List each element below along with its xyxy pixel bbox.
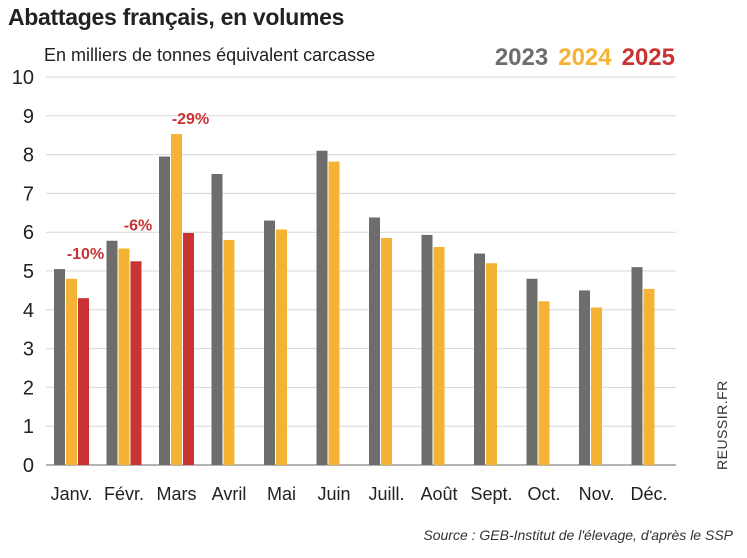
y-tick-label: 2 bbox=[23, 377, 34, 399]
x-category-label: Juin bbox=[317, 484, 350, 504]
bar-2023-mai bbox=[264, 220, 275, 465]
annotation-fevr: -6% bbox=[124, 218, 152, 235]
bar-2023-aout bbox=[421, 234, 433, 465]
y-tick-label: 5 bbox=[23, 261, 34, 283]
bar-2023-juin bbox=[316, 150, 328, 465]
y-tick-label: 10 bbox=[12, 67, 34, 89]
credit-watermark: REUSSIR.FR bbox=[714, 380, 730, 470]
bar-2023-dec bbox=[631, 267, 643, 465]
bar-2023-mars bbox=[159, 156, 170, 466]
bar-2024-juill bbox=[381, 238, 392, 465]
legend: 2023 2024 2025 bbox=[495, 44, 675, 72]
x-category-label: Oct. bbox=[527, 484, 560, 504]
x-category-label: Avril bbox=[212, 484, 247, 504]
x-category-label: Juill. bbox=[368, 484, 404, 504]
y-tick-label: 8 bbox=[23, 145, 34, 167]
annotation-mars: -29% bbox=[172, 111, 209, 128]
y-tick-label: 9 bbox=[23, 106, 34, 128]
y-axis-ticks: 0 1 2 3 4 5 6 7 8 9 10 bbox=[12, 67, 34, 477]
bar-2024-oct bbox=[538, 301, 550, 465]
bar-2024-mai bbox=[276, 229, 287, 465]
bar-2025-mars bbox=[183, 232, 194, 465]
bar-2023-juill bbox=[369, 217, 380, 465]
annotations: -10% -6% -29% bbox=[67, 111, 209, 263]
y-tick-label: 1 bbox=[23, 416, 34, 438]
chart-subtitle: En milliers de tonnes équivalent carcass… bbox=[44, 45, 376, 65]
bar-2024-avril bbox=[223, 239, 235, 465]
bar-2023-nov bbox=[579, 290, 590, 465]
bar-2024-nov bbox=[591, 307, 602, 465]
x-category-label: Août bbox=[420, 484, 457, 504]
source-note: Source : GEB-Institut de l'élevage, d'ap… bbox=[423, 527, 733, 543]
bar-2023-sept bbox=[474, 253, 485, 465]
legend-2023: 2023 bbox=[494, 44, 549, 71]
bar-2025-janv bbox=[78, 298, 89, 465]
legend-2025: 2025 bbox=[621, 44, 675, 71]
bar-2024-mars bbox=[171, 134, 182, 465]
y-tick-label: 7 bbox=[23, 183, 34, 205]
gridlines bbox=[46, 76, 676, 466]
legend-2024: 2024 bbox=[558, 44, 612, 71]
bar-2024-fevr bbox=[118, 248, 130, 465]
bar-2023-fevr bbox=[106, 240, 118, 465]
x-category-label: Sept. bbox=[470, 484, 512, 504]
chart-title: Abattages français, en volumes bbox=[8, 4, 345, 30]
y-tick-label: 0 bbox=[23, 455, 34, 477]
y-tick-label: 4 bbox=[23, 300, 34, 322]
x-category-label: Mars bbox=[157, 484, 197, 504]
bar-2023-avril bbox=[211, 174, 223, 465]
x-category-label: Janv. bbox=[51, 484, 93, 504]
bar-2024-juin bbox=[328, 161, 340, 466]
bars bbox=[54, 134, 655, 466]
x-category-label: Déc. bbox=[630, 484, 667, 504]
bar-2025-fevr bbox=[130, 261, 142, 465]
bar-2024-aout bbox=[433, 246, 445, 465]
y-tick-label: 6 bbox=[23, 222, 34, 244]
bar-2024-janv bbox=[66, 278, 77, 465]
bar-2024-dec bbox=[643, 288, 655, 465]
bar-2023-oct bbox=[526, 278, 538, 465]
bar-2024-sept bbox=[486, 263, 497, 465]
x-category-label: Févr. bbox=[104, 484, 144, 504]
y-tick-label: 3 bbox=[23, 339, 34, 361]
bar-2023-janv bbox=[54, 269, 65, 465]
x-axis-categories: Janv. Févr. Mars Avril Mai Juin Juill. Août Sept… bbox=[51, 484, 668, 504]
x-category-label: Nov. bbox=[579, 484, 615, 504]
x-category-label: Mai bbox=[267, 484, 296, 504]
annotation-janv: -10% bbox=[67, 246, 104, 263]
